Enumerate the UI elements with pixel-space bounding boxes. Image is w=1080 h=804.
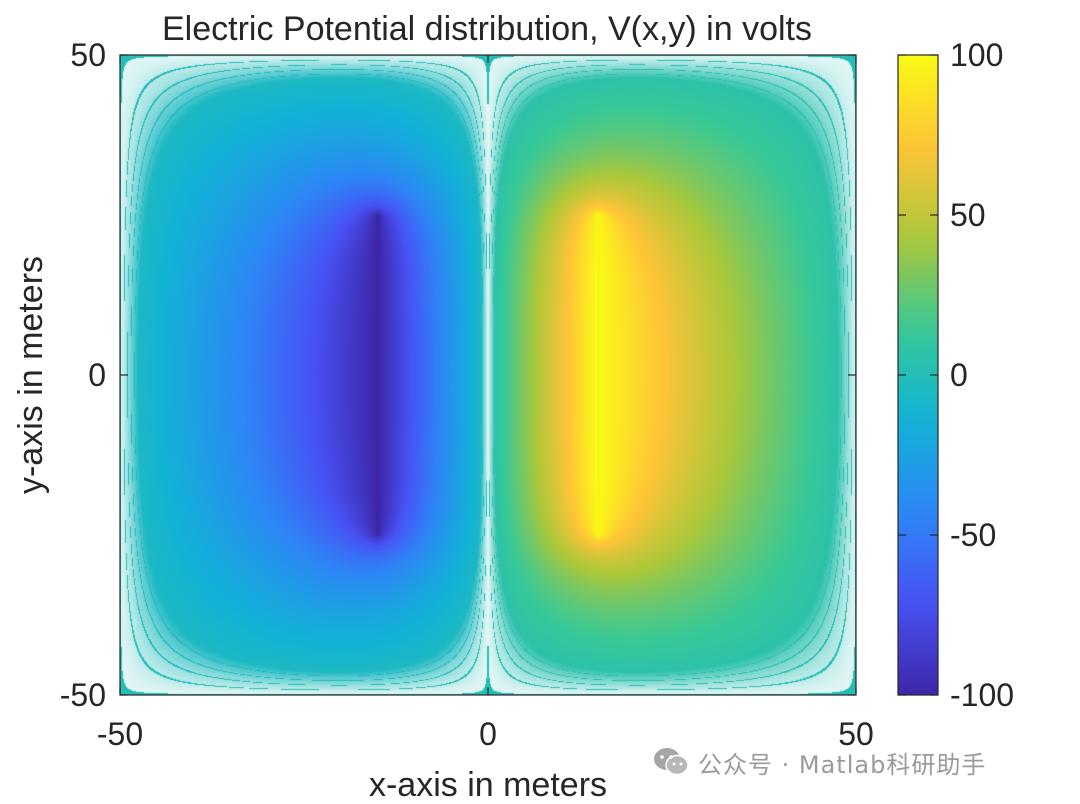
colorbar: 100 50 0 -50 -100: [897, 37, 1014, 713]
y-tick-label: 0: [88, 357, 106, 393]
y-tick-label: -50: [60, 677, 106, 713]
colorbar-tick-label: -100: [950, 677, 1014, 713]
colorbar-tick-label: -50: [950, 517, 996, 553]
chart-title: Electric Potential distribution, V(x,y) …: [162, 10, 812, 48]
x-tick-label: -50: [97, 716, 143, 752]
colorbar-tick-label: 50: [950, 197, 986, 233]
colorbar-tick-label: 0: [950, 357, 968, 393]
x-axis-label: x-axis in meters: [369, 766, 607, 804]
colorbar-tick-label: 100: [950, 37, 1003, 73]
potential-field: [120, 55, 856, 695]
watermark-text: 公众号 · Matlab科研助手: [698, 750, 987, 779]
y-axis-label: y-axis in meters: [12, 256, 50, 494]
watermark: 公众号 · Matlab科研助手: [652, 742, 986, 782]
wechat-icon: [654, 748, 689, 776]
x-tick-label: 0: [479, 716, 497, 752]
y-tick-label: 50: [70, 37, 106, 73]
plot-area: -50 0 50 -50 0 50: [60, 37, 874, 752]
x-tick-label: 50: [838, 716, 874, 752]
